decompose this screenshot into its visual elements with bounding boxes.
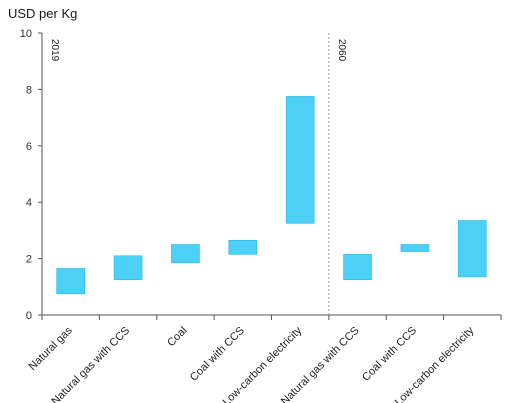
y-tick-label: 4 bbox=[26, 197, 32, 209]
range-bar bbox=[113, 255, 143, 281]
y-tick-label: 2 bbox=[26, 254, 32, 266]
x-tick-label: Coal with CCS bbox=[360, 325, 419, 384]
y-tick-label: 6 bbox=[26, 141, 32, 153]
range-bar bbox=[171, 244, 200, 264]
range-bar bbox=[56, 268, 85, 295]
y-tick-label: 0 bbox=[26, 310, 32, 322]
x-tick-label: Natural gas bbox=[27, 324, 76, 373]
group-label: 2060 bbox=[336, 39, 347, 62]
y-tick-label: 10 bbox=[20, 28, 32, 40]
range-bar bbox=[400, 244, 430, 252]
group-label: 2019 bbox=[49, 39, 60, 62]
x-tick-label: Coal bbox=[165, 325, 189, 349]
y-axis-title: USD per Kg bbox=[8, 6, 78, 21]
range-bar bbox=[343, 254, 372, 281]
x-tick-label: Coal with CCS bbox=[188, 325, 247, 384]
y-tick-label: 8 bbox=[26, 84, 32, 96]
range-bar bbox=[458, 220, 487, 278]
range-bar bbox=[285, 96, 315, 224]
range-bar bbox=[228, 239, 258, 255]
